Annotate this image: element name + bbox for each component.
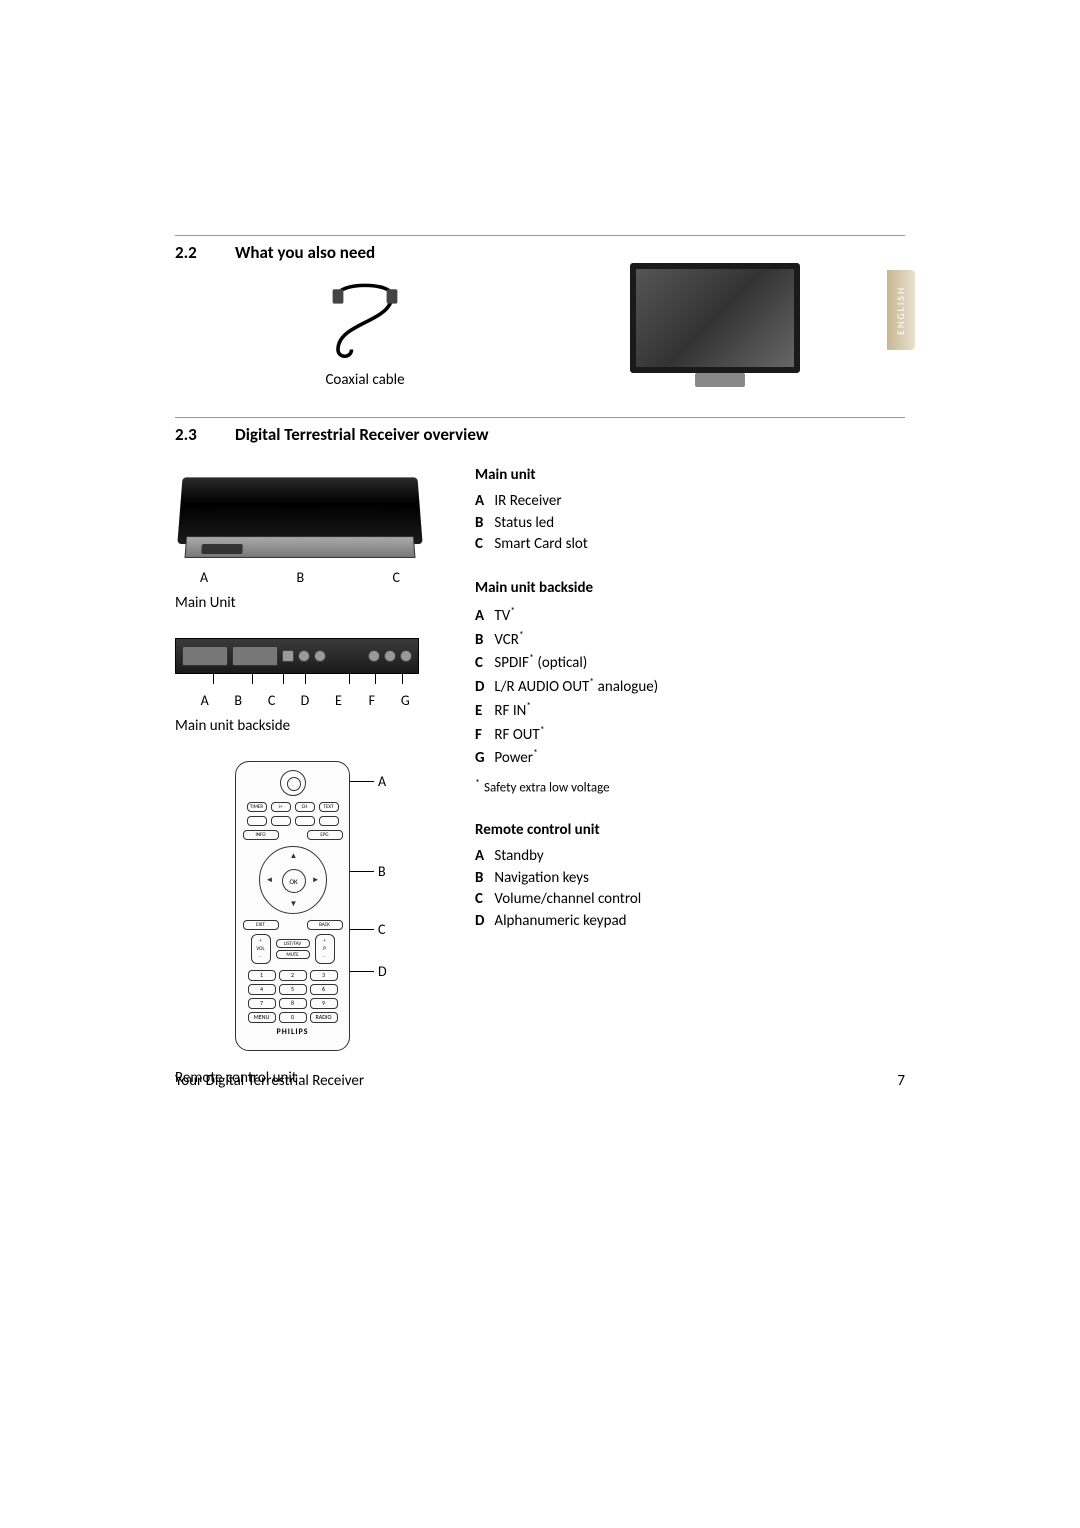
backside-leader-lines (195, 674, 415, 686)
callout-d: D (378, 963, 387, 980)
callout-c: C (262, 692, 281, 709)
list-item: F RF OUT* (475, 723, 905, 747)
backside-caption: Main unit backside (175, 717, 435, 735)
callout-b: B (297, 569, 305, 586)
descriptions-column: Main unit A IR ReceiverB Status ledC Sma… (475, 465, 905, 1087)
section-number: 2.2 (175, 242, 211, 263)
callout-a: A (200, 569, 208, 586)
remote-icon: TIMERi+CHTEXT INFOEPG OK ▲▼ ◄► EXITBACK (235, 761, 350, 1051)
main-unit-caption: Main Unit (175, 594, 435, 612)
list-item: C SPDIF* (optical) (475, 651, 905, 675)
coaxial-cable-figure: Coaxial cable (235, 263, 495, 393)
list-item: B Navigation keys (475, 868, 905, 890)
section-title: Digital Terrestrial Receiver overview (235, 424, 488, 445)
list-item: G Power* (475, 746, 905, 770)
list-item: A IR Receiver (475, 491, 905, 513)
main-unit-icon (177, 477, 422, 544)
remote-title: Remote control unit (475, 820, 905, 842)
page-content: ENGLISH 2.2 What you also need Coaxial c… (175, 235, 905, 1087)
footnote: * Safety extra low voltage (475, 776, 905, 798)
brand-label: PHILIPS (277, 1027, 309, 1037)
list-item: A TV* (475, 604, 905, 628)
power-button-icon (280, 770, 306, 796)
section-title: What you also need (235, 242, 375, 263)
language-tab: ENGLISH (887, 270, 915, 350)
backside-callouts: A B C D E F G (195, 692, 415, 709)
list-item: B VCR* (475, 628, 905, 652)
callout-c: C (393, 569, 400, 586)
figures-column: A B C Main Unit (175, 465, 435, 1087)
list-item: A Standby (475, 846, 905, 868)
callout-e: E (329, 692, 348, 709)
callout-a: A (378, 773, 386, 790)
list-item: D Alphanumeric keypad (475, 911, 905, 933)
main-unit-figure: A B C (175, 475, 425, 586)
remote-figure: TIMERi+CHTEXT INFOEPG OK ▲▼ ◄► EXITBACK (175, 761, 435, 1051)
backside-icon (175, 638, 419, 674)
list-item: D L/R AUDIO OUT* analogue) (475, 675, 905, 699)
list-item: B Status led (475, 513, 905, 535)
footer-text: Your Digital Terrestrial Receiver (175, 1072, 364, 1090)
remote-callouts: A B C D (360, 761, 390, 1051)
backside-block: Main unit backside A TV*B VCR*C SPDIF* (… (475, 578, 905, 798)
ok-button: OK (282, 869, 306, 893)
page-number: 7 (897, 1072, 905, 1090)
callout-f: F (362, 692, 381, 709)
callout-c: C (378, 921, 385, 938)
list-item: C Volume/channel control (475, 889, 905, 911)
section-2-2-body: Coaxial cable (235, 263, 905, 393)
section-2-3-header: 2.3 Digital Terrestrial Receiver overvie… (175, 424, 905, 445)
section-number: 2.3 (175, 424, 211, 445)
numpad-icon: 123 456 789 MENU0RADIO (248, 970, 338, 1023)
callout-a: A (195, 692, 214, 709)
remote-block: Remote control unit A StandbyB Navigatio… (475, 820, 905, 933)
main-unit-callouts: A B C (200, 569, 400, 586)
coaxial-cable-icon (320, 273, 410, 363)
callout-b: B (228, 692, 247, 709)
tv-icon (630, 263, 810, 393)
dpad-icon: OK ▲▼ ◄► (259, 846, 327, 914)
tv-figure (535, 263, 905, 393)
list-item: C Smart Card slot (475, 534, 905, 556)
star-icon: * (475, 776, 480, 789)
callout-b: B (378, 863, 386, 880)
section-divider (175, 235, 905, 236)
main-unit-block: Main unit A IR ReceiverB Status ledC Sma… (475, 465, 905, 556)
footnote-text: Safety extra low voltage (484, 780, 610, 795)
page-footer: Your Digital Terrestrial Receiver 7 (175, 1072, 905, 1090)
coaxial-cable-caption: Coaxial cable (235, 371, 495, 389)
main-unit-title: Main unit (475, 465, 905, 487)
section-2-2-header: 2.2 What you also need (175, 242, 905, 263)
section-divider (175, 417, 905, 418)
section-2-3-body: A B C Main Unit (175, 465, 905, 1087)
callout-g: G (396, 692, 415, 709)
callout-d: D (295, 692, 314, 709)
list-item: E RF IN* (475, 699, 905, 723)
backside-title: Main unit backside (475, 578, 905, 600)
backside-figure: A B C D E F G (175, 638, 425, 709)
